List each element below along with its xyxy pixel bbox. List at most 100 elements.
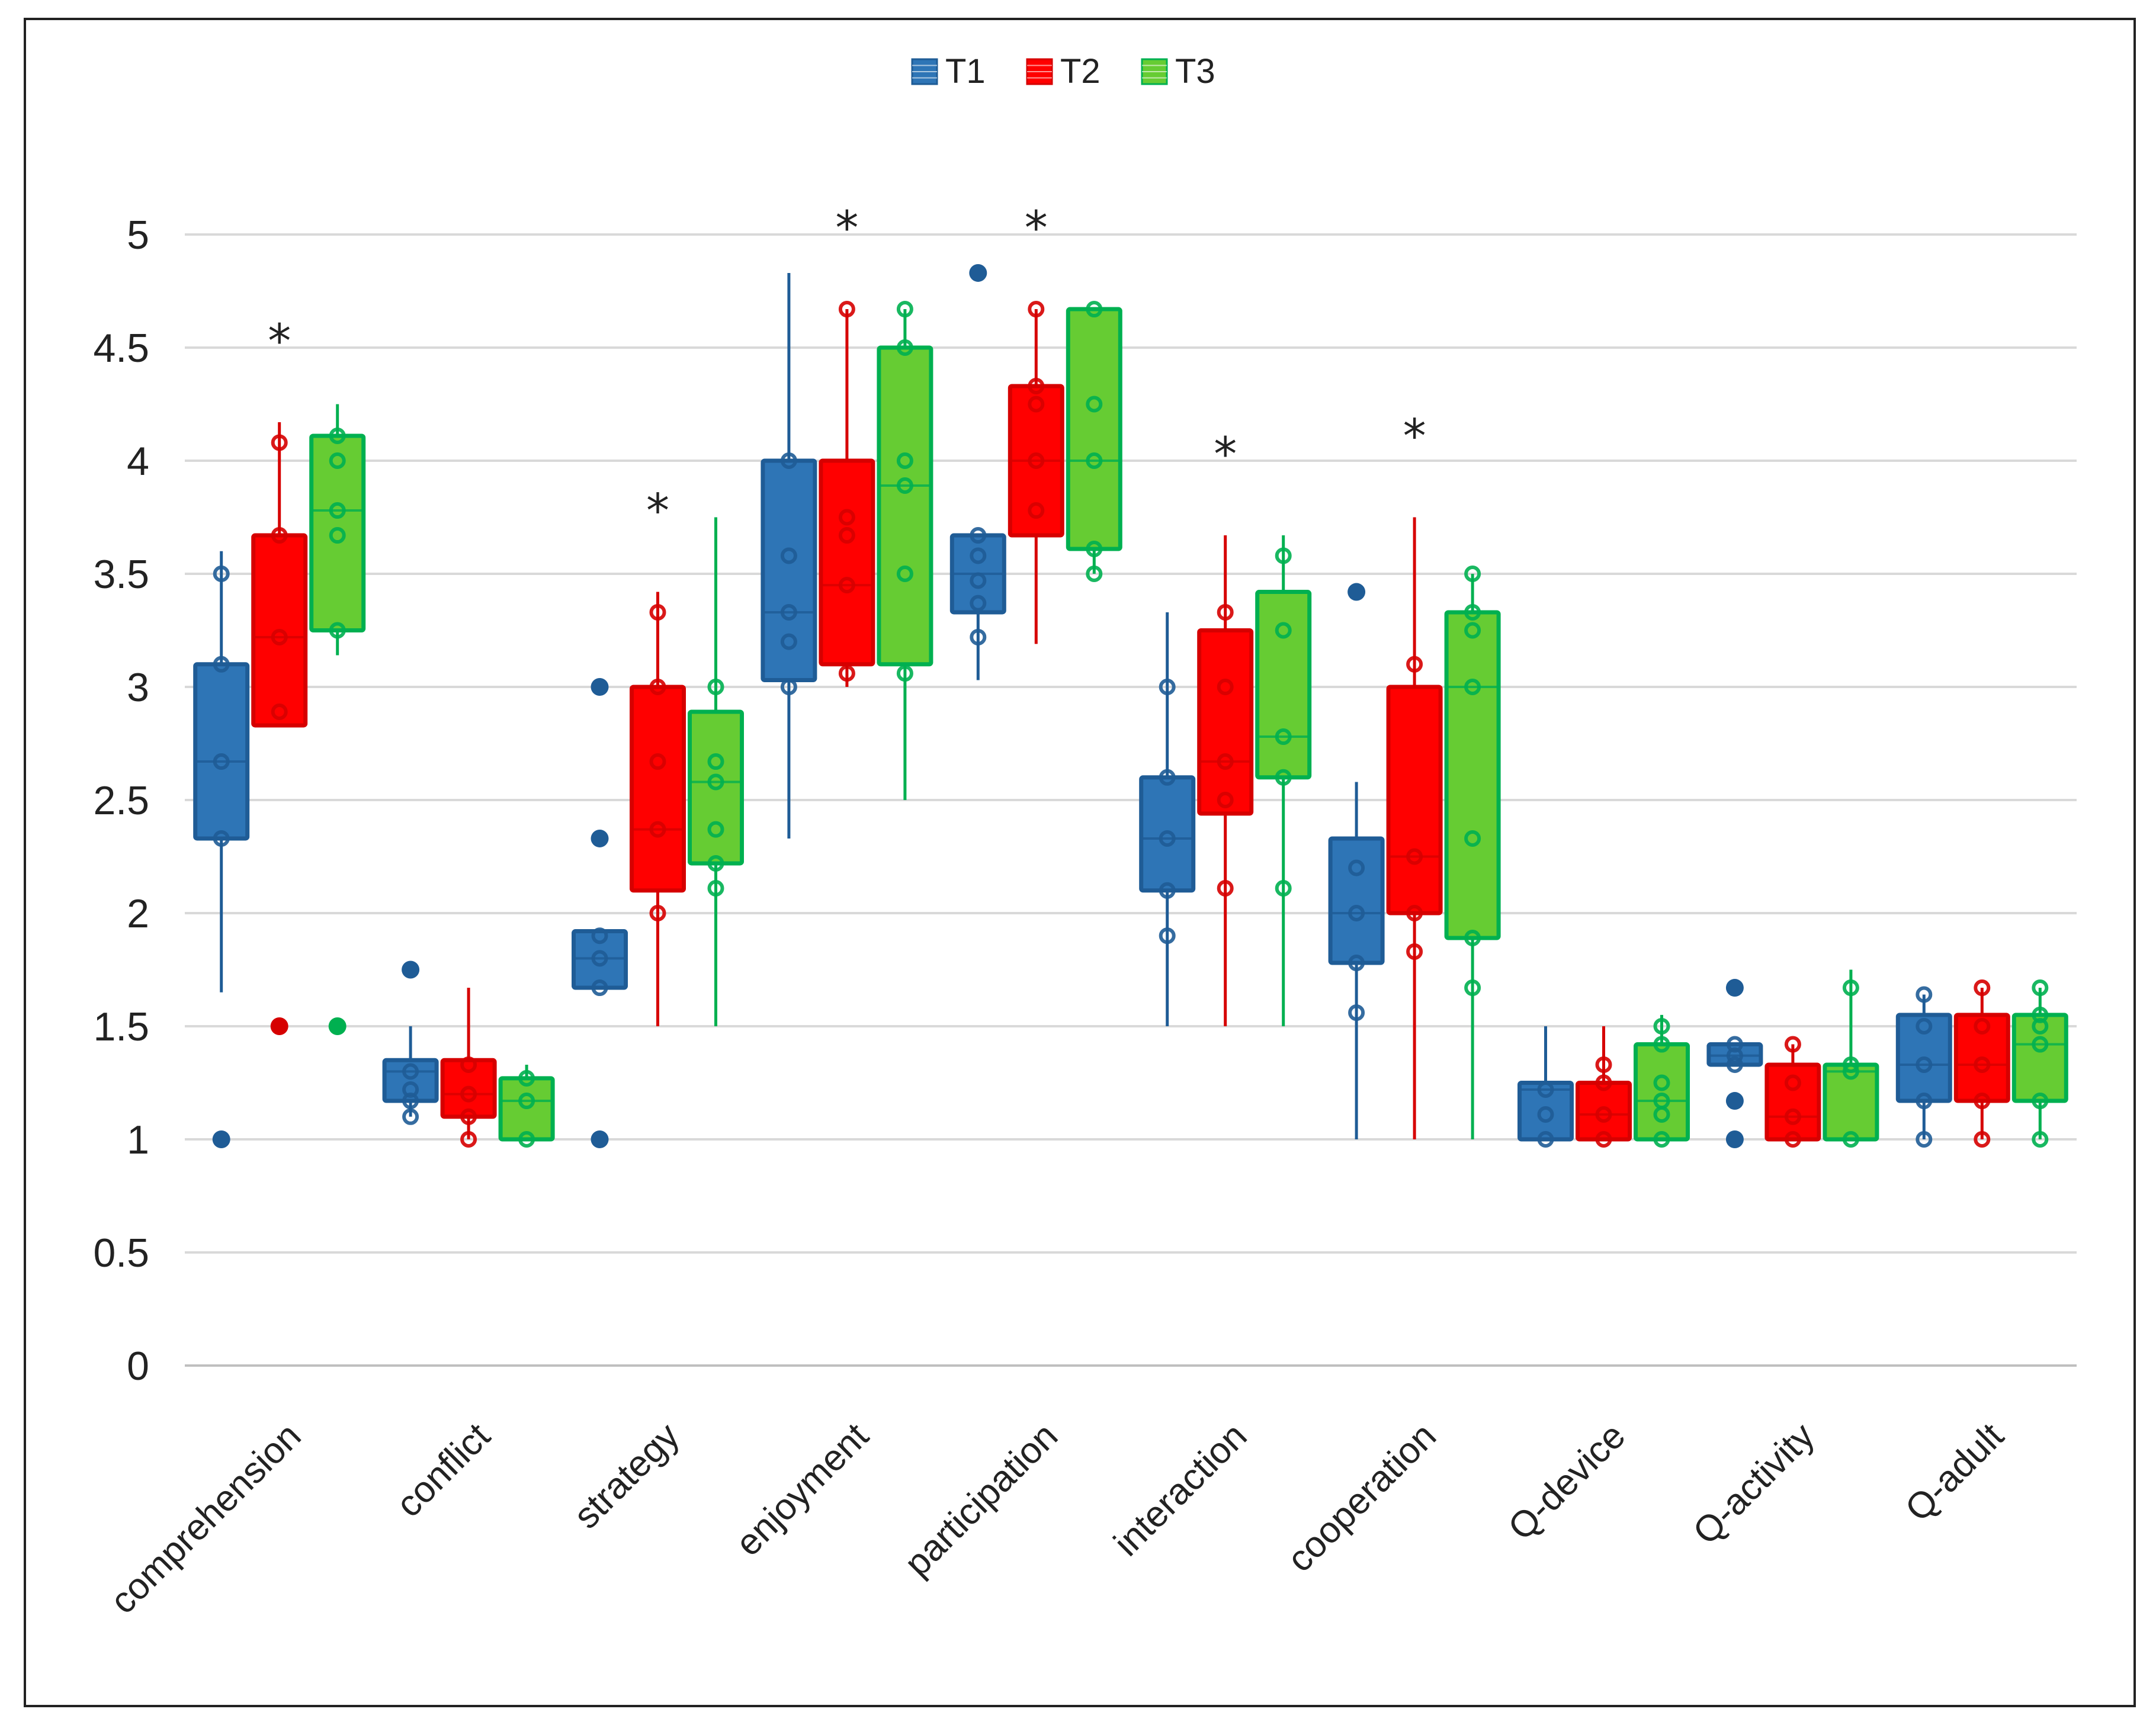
data-point	[780, 547, 797, 564]
outlier-point	[1725, 1092, 1744, 1110]
data-point	[402, 1108, 419, 1125]
data-point	[1974, 1056, 1991, 1073]
data-point	[518, 1131, 535, 1148]
data-point	[707, 753, 724, 770]
data-point	[1159, 830, 1176, 847]
data-point	[1842, 1063, 1859, 1080]
category-label: interaction	[1106, 1415, 1255, 1564]
data-point	[1537, 1131, 1554, 1148]
data-point	[1217, 879, 1234, 897]
data-point	[1653, 1018, 1670, 1035]
data-point	[970, 527, 987, 544]
category-label: participation	[897, 1415, 1066, 1584]
y-tick-label: 5	[127, 213, 149, 258]
legend-item-T3: T3	[1141, 52, 1215, 91]
data-point	[460, 1108, 477, 1125]
data-point	[838, 577, 855, 594]
data-point	[707, 773, 724, 791]
data-point	[1086, 566, 1103, 582]
legend: T1 T2 T3	[911, 52, 1215, 91]
data-point	[1974, 1093, 1991, 1110]
data-point	[402, 1063, 419, 1080]
box-iqr	[819, 458, 875, 667]
data-point	[329, 427, 346, 444]
data-point	[1842, 979, 1859, 997]
significance-star: *	[1214, 428, 1237, 481]
data-point	[1726, 1036, 1743, 1053]
data-point	[780, 452, 797, 469]
data-point	[1275, 547, 1292, 564]
box-T1-Q-adult	[1895, 986, 1952, 1148]
box-iqr	[309, 433, 366, 632]
data-point	[780, 679, 797, 695]
box-T2-enjoyment	[819, 301, 875, 687]
significance-star: *	[835, 202, 858, 255]
y-tick-label: 2	[127, 891, 149, 936]
box-T1-Q-activity	[1706, 979, 1763, 1148]
box-iqr	[630, 685, 686, 893]
box-T3-Q-adult	[2011, 979, 2068, 1148]
box-T2-conflict	[440, 988, 497, 1148]
data-point	[1028, 301, 1045, 318]
y-tick-label: 0.5	[93, 1231, 149, 1276]
data-point	[896, 477, 913, 494]
data-point	[329, 452, 346, 469]
box-iqr	[1444, 610, 1501, 940]
box-T1-participation	[949, 264, 1006, 680]
data-point	[838, 509, 855, 526]
category-labels: comprehension conflict strategy enjoyment pa…	[102, 1415, 2011, 1622]
data-point	[1028, 502, 1045, 519]
outlier-point	[969, 264, 987, 282]
box-T3-Q-activity	[1823, 969, 1879, 1148]
y-tick-label: 3.5	[93, 552, 149, 597]
category-label: comprehension	[102, 1415, 309, 1622]
box-T3-cooperation	[1444, 566, 1501, 1139]
data-point	[896, 566, 913, 582]
data-point	[1464, 930, 1481, 947]
outlier-point	[1725, 1130, 1744, 1148]
data-point	[896, 665, 913, 682]
data-point	[518, 1093, 535, 1110]
data-point	[402, 1081, 419, 1098]
data-point	[649, 753, 666, 770]
data-point	[838, 665, 855, 682]
data-point	[2032, 1006, 2049, 1023]
data-point	[1726, 1056, 1743, 1073]
box-T2-interaction	[1197, 535, 1254, 1026]
data-point	[970, 595, 987, 612]
data-point	[1653, 1093, 1670, 1110]
data-point	[2032, 1036, 2049, 1053]
y-tick-label: 1	[127, 1117, 149, 1162]
box-iqr	[1517, 1081, 1574, 1142]
outlier-point	[1725, 979, 1744, 997]
category-label: strategy	[566, 1415, 688, 1537]
y-tick-label: 4.5	[93, 326, 149, 371]
data-point	[591, 979, 608, 997]
box-iqr	[1764, 1062, 1821, 1142]
data-point	[1348, 1004, 1365, 1021]
data-point	[896, 452, 913, 469]
data-point	[1159, 679, 1176, 695]
box-T2-cooperation	[1386, 517, 1443, 1139]
outlier-point	[591, 829, 609, 847]
legend-label: T1	[945, 52, 986, 91]
box-T1-interaction	[1139, 612, 1196, 1026]
data-point	[1842, 1056, 1859, 1073]
box-T2-strategy	[630, 592, 686, 1026]
box-T2-participation	[1008, 301, 1064, 644]
box-T2-Q-activity	[1764, 1036, 1821, 1148]
box-T3-interaction	[1255, 535, 1312, 1026]
data-point	[707, 821, 724, 838]
data-point	[649, 603, 666, 621]
outlier-point	[328, 1017, 346, 1035]
box-iqr	[1386, 685, 1443, 915]
y-tick-label: 3	[127, 665, 149, 710]
data-point	[271, 704, 288, 721]
box-T3-Q-device	[1634, 1014, 1690, 1148]
data-point	[1464, 622, 1481, 639]
box-iqr	[1066, 307, 1122, 551]
data-point	[1653, 1131, 1670, 1148]
data-point	[1028, 452, 1045, 469]
box-T2-Q-device	[1576, 1026, 1632, 1148]
data-point	[896, 301, 913, 318]
